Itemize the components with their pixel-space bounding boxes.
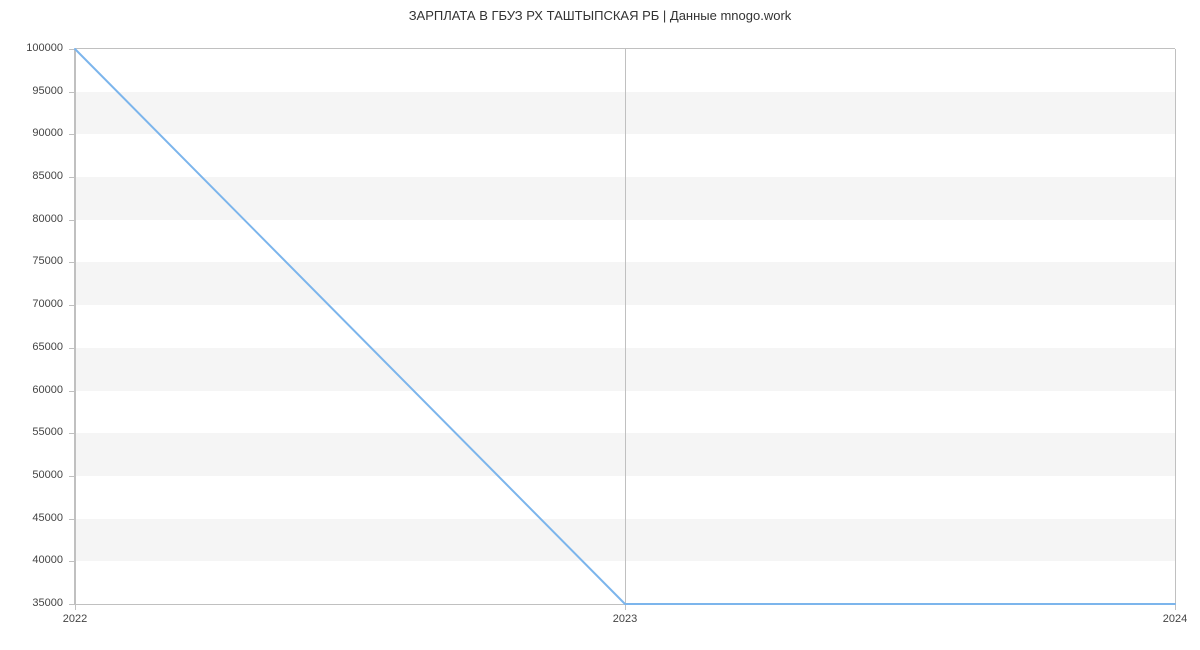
y-tick-label: 80000	[0, 213, 63, 225]
y-tick-label: 50000	[0, 469, 63, 481]
y-tick-label: 95000	[0, 85, 63, 97]
y-tick-label: 55000	[0, 426, 63, 438]
y-tick-label: 45000	[0, 512, 63, 524]
y-tick-label: 85000	[0, 170, 63, 182]
y-tick-label: 65000	[0, 341, 63, 353]
y-tick-label: 60000	[0, 384, 63, 396]
x-grid-line	[1175, 49, 1176, 604]
y-tick-label: 40000	[0, 554, 63, 566]
y-tick-label: 90000	[0, 127, 63, 139]
x-tick-label: 2023	[613, 613, 637, 625]
x-tick	[75, 604, 76, 610]
series-line-salary	[75, 49, 1175, 604]
x-tick-label: 2024	[1163, 613, 1187, 625]
line-layer	[75, 49, 1175, 604]
y-tick-label: 70000	[0, 298, 63, 310]
x-tick-label: 2022	[63, 613, 87, 625]
chart-title: ЗАРПЛАТА В ГБУЗ РХ ТАШТЫПСКАЯ РБ | Данны…	[0, 8, 1200, 23]
chart-container: ЗАРПЛАТА В ГБУЗ РХ ТАШТЫПСКАЯ РБ | Данны…	[0, 0, 1200, 650]
y-tick-label: 100000	[0, 42, 63, 54]
y-tick-label: 35000	[0, 597, 63, 609]
y-tick-label: 75000	[0, 255, 63, 267]
plot-area	[75, 48, 1175, 605]
y-tick	[69, 604, 75, 605]
